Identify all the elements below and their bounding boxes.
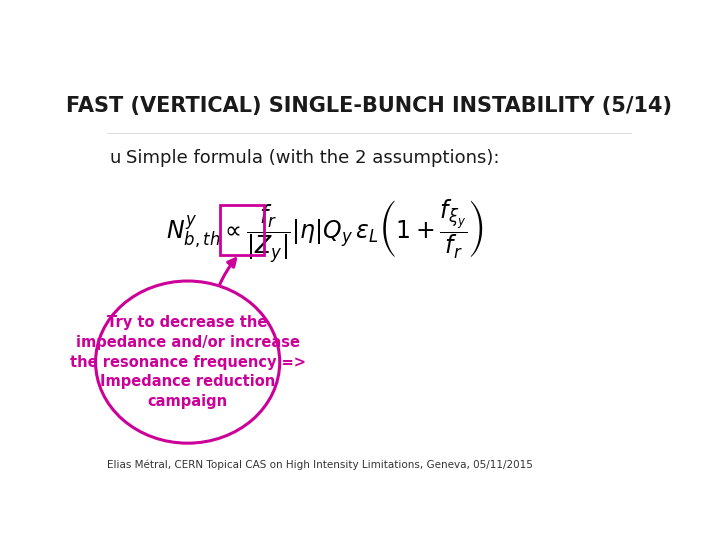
Text: Elias Métral, CERN Topical CAS on High Intensity Limitations, Geneva, 05/11/2015: Elias Métral, CERN Topical CAS on High I…: [107, 460, 533, 470]
Text: Try to decrease the
impedance and/or increase
the resonance frequency =>
Impedan: Try to decrease the impedance and/or inc…: [70, 315, 306, 409]
Text: Simple formula (with the 2 assumptions):: Simple formula (with the 2 assumptions):: [126, 150, 500, 167]
Text: u: u: [109, 150, 121, 167]
Text: $N_{b,th}^{y} \propto \dfrac{f_r}{|Z_y|} |\eta| Q_y \, \varepsilon_L \left(1 + \: $N_{b,th}^{y} \propto \dfrac{f_r}{|Z_y|}…: [166, 197, 483, 265]
Text: FAST (VERTICAL) SINGLE-BUNCH INSTABILITY (5/14): FAST (VERTICAL) SINGLE-BUNCH INSTABILITY…: [66, 96, 672, 117]
Ellipse shape: [96, 281, 279, 443]
